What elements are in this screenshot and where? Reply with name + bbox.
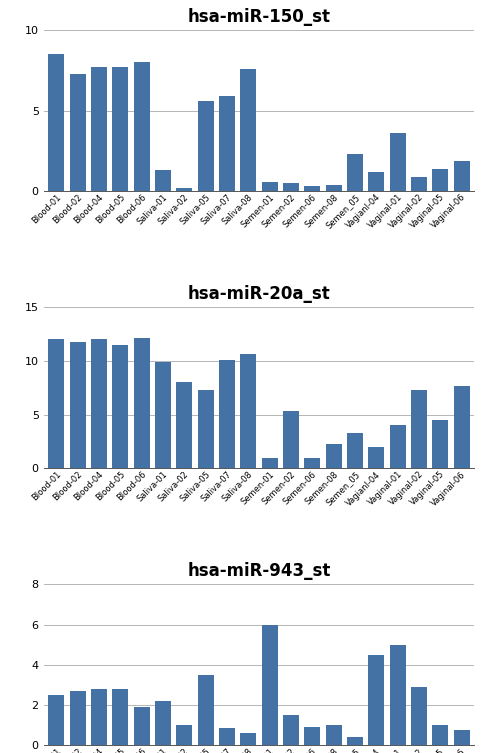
Bar — [432, 725, 448, 745]
Bar — [454, 386, 469, 468]
Bar — [240, 733, 256, 745]
Bar — [112, 689, 128, 745]
Bar — [326, 444, 342, 468]
Bar — [432, 420, 448, 468]
Bar — [70, 342, 86, 468]
Bar — [219, 728, 235, 745]
Bar — [155, 701, 171, 745]
Bar — [368, 172, 384, 191]
Bar — [283, 715, 299, 745]
Bar — [411, 687, 427, 745]
Title: hsa-miR-150_st: hsa-miR-150_st — [187, 8, 331, 26]
Bar — [411, 390, 427, 468]
Bar — [390, 645, 406, 745]
Title: hsa-miR-20a_st: hsa-miR-20a_st — [188, 285, 330, 303]
Bar — [91, 67, 107, 191]
Bar — [411, 177, 427, 191]
Bar — [91, 340, 107, 468]
Bar — [262, 625, 278, 745]
Bar — [304, 187, 320, 191]
Bar — [219, 96, 235, 191]
Bar — [240, 355, 256, 468]
Bar — [219, 360, 235, 468]
Bar — [48, 54, 64, 191]
Bar — [347, 154, 363, 191]
Bar — [390, 133, 406, 191]
Bar — [112, 67, 128, 191]
Bar — [368, 447, 384, 468]
Bar — [326, 725, 342, 745]
Bar — [176, 188, 192, 191]
Bar — [134, 338, 150, 468]
Bar — [432, 169, 448, 191]
Bar — [304, 727, 320, 745]
Bar — [155, 170, 171, 191]
Bar — [240, 69, 256, 191]
Bar — [70, 691, 86, 745]
Bar — [454, 730, 469, 745]
Bar — [283, 411, 299, 468]
Bar — [326, 184, 342, 191]
Bar — [91, 689, 107, 745]
Bar — [304, 458, 320, 468]
Bar — [283, 183, 299, 191]
Bar — [347, 433, 363, 468]
Bar — [134, 62, 150, 191]
Bar — [197, 390, 213, 468]
Bar — [197, 675, 213, 745]
Bar — [454, 160, 469, 191]
Bar — [112, 345, 128, 468]
Bar — [262, 458, 278, 468]
Bar — [48, 695, 64, 745]
Bar — [390, 425, 406, 468]
Bar — [48, 340, 64, 468]
Bar — [176, 725, 192, 745]
Bar — [176, 383, 192, 468]
Title: hsa-miR-943_st: hsa-miR-943_st — [187, 562, 331, 580]
Bar — [347, 737, 363, 745]
Bar — [134, 707, 150, 745]
Bar — [70, 74, 86, 191]
Bar — [155, 362, 171, 468]
Bar — [368, 655, 384, 745]
Bar — [197, 101, 213, 191]
Bar — [262, 181, 278, 191]
